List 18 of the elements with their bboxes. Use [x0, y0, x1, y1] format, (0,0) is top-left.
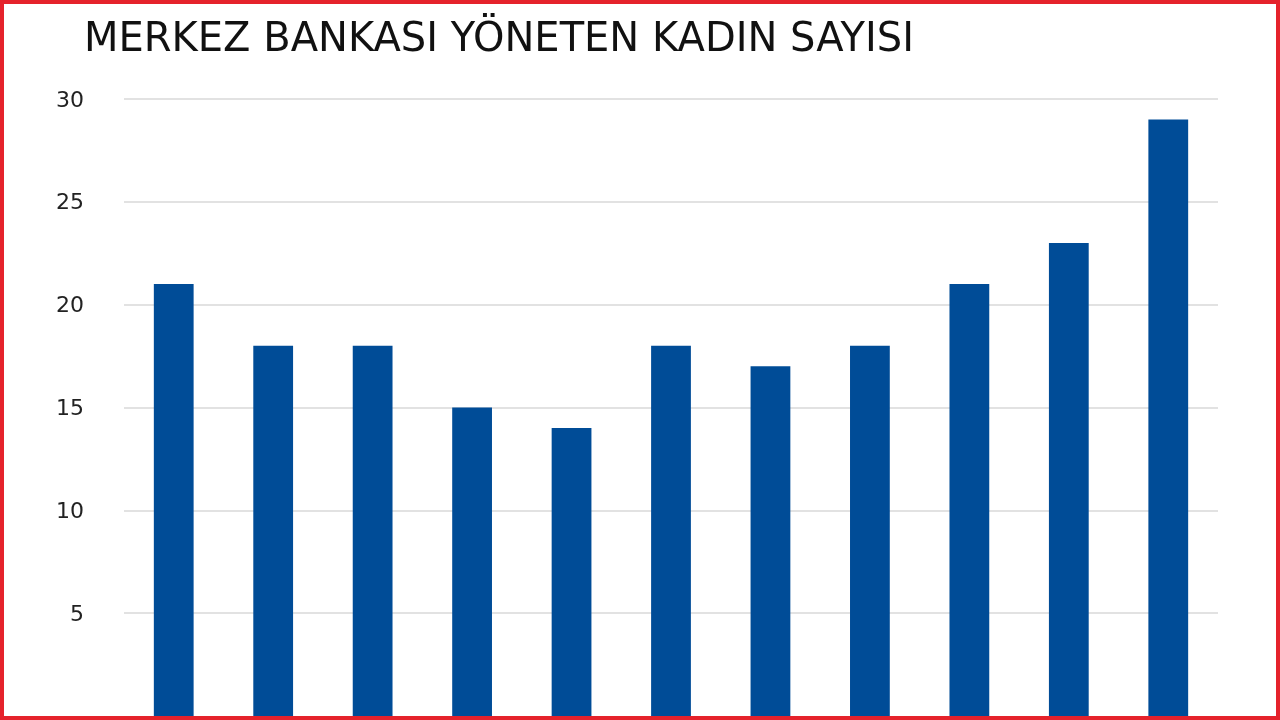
y-tick-label: 25 [56, 189, 84, 215]
bar [750, 366, 791, 716]
bar [651, 345, 691, 716]
y-tick-label: 15 [56, 395, 84, 420]
bar [153, 284, 194, 716]
y-tick-label: 20 [56, 292, 84, 318]
bar [1148, 119, 1189, 716]
chart-title: MERKEZ BANKASI YÖNETEN KADIN SAYISI [84, 13, 914, 60]
y-tick-label: 30 [56, 86, 84, 112]
bar [253, 345, 294, 716]
bar [949, 284, 990, 716]
bar [352, 345, 393, 716]
y-tick-label: 5 [70, 600, 84, 626]
y-tick-label: 10 [56, 497, 84, 523]
bar [850, 345, 890, 716]
bar [551, 428, 592, 716]
bar [1048, 242, 1089, 716]
bar [452, 407, 492, 716]
